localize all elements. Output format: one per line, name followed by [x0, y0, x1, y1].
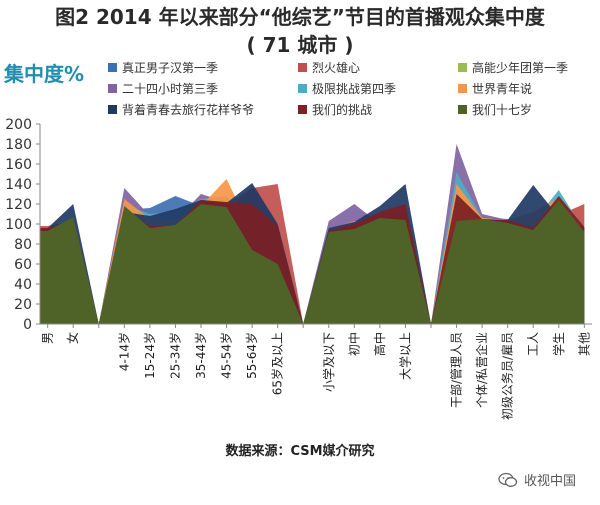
legend-item-1: 真正男子汉第一季 — [108, 60, 218, 76]
x-tick-label-12: 初中 — [346, 332, 361, 356]
legend-swatch-7 — [108, 105, 117, 114]
x-tick-label-21: 其他 — [577, 332, 591, 356]
x-tick-label-17: 个体/私营企业 — [474, 332, 489, 408]
legend-item-8: 我们的挑战 — [298, 102, 372, 118]
legend-swatch-4 — [108, 84, 117, 93]
series-9-area-group-1 — [40, 217, 99, 324]
legend-item-4: 二十四小时第三季 — [108, 81, 218, 97]
legend-label-9: 我们十七岁 — [472, 103, 533, 117]
x-tick-label-19: 工人 — [526, 332, 540, 356]
watermark-text: 收视中国 — [523, 474, 576, 489]
x-tick-label-0: 男 — [41, 332, 55, 344]
y-tick-label-200: 200 — [5, 117, 32, 133]
chart-legend: 真正男子汉第一季 烈火雄心 高能少年团第一季二十四小时第三季 极限挑战第四季 世界青年说… — [108, 60, 598, 126]
y-tick-label-120: 120 — [5, 197, 32, 213]
x-tick-label-6: 35-44岁 — [193, 332, 208, 379]
series-9-area-group-4 — [431, 200, 585, 324]
x-tick-label-14: 大学以上 — [397, 332, 412, 380]
series-9-area-group-3 — [303, 218, 431, 324]
x-tick-label-20: 学生 — [551, 332, 566, 356]
wechat-icon — [498, 472, 518, 487]
x-tick-label-18: 初级公务员/雇员 — [500, 332, 515, 420]
x-tick-label-1: 女 — [65, 332, 80, 344]
x-tick-label-5: 25-34岁 — [167, 332, 182, 379]
x-tick-label-7: 45-54岁 — [219, 332, 234, 379]
legend-label-1: 真正男子汉第一季 — [122, 61, 219, 75]
x-tick-label-11: 小学及以下 — [321, 332, 336, 392]
x-tick-label-4: 15-24岁 — [142, 332, 157, 379]
legend-swatch-5 — [298, 84, 307, 93]
y-tick-label-180: 180 — [5, 137, 32, 153]
area-chart: 0 20 40 60 80 100 120 140 160 180 200 男女 4-14岁 15-24岁… — [5, 117, 592, 420]
y-tick-label-80: 80 — [14, 237, 32, 253]
x-tick-label-9: 65岁及以上 — [270, 332, 285, 395]
x-tick-label-3: 4-14岁 — [116, 332, 131, 371]
y-tick-label-20: 20 — [14, 297, 32, 313]
y-tick-label-40: 40 — [14, 277, 32, 293]
series-9-area-group-2 — [98, 204, 304, 324]
x-tick-label-8: 55-64岁 — [244, 332, 259, 379]
legend-swatch-8 — [298, 105, 307, 114]
y-tick-label-0: 0 — [23, 317, 32, 333]
data-source-note: 数据来源：CSM媒介研究 — [225, 444, 375, 459]
legend-label-8: 我们的挑战 — [312, 103, 373, 117]
chart-title-line2: ( 71 城市 ) — [246, 33, 354, 57]
legend-item-7: 背着青春去旅行花样爷爷 — [108, 102, 254, 118]
y-axis-unit-label: 集中度% — [4, 62, 85, 86]
y-tick-label-60: 60 — [14, 257, 32, 273]
legend-label-4: 二十四小时第三季 — [122, 82, 219, 96]
legend-label-6: 世界青年说 — [472, 82, 533, 96]
y-tick-label-140: 140 — [5, 177, 32, 193]
legend-swatch-9 — [458, 105, 467, 114]
y-tick-label-160: 160 — [5, 157, 32, 173]
chart-title-line1: 图2 2014 年以来部分“他综艺”节目的首播观众集中度 — [55, 5, 545, 29]
legend-item-2: 烈火雄心 — [298, 60, 360, 76]
legend-swatch-2 — [298, 63, 307, 72]
legend-label-2: 烈火雄心 — [312, 61, 361, 75]
legend-swatch-1 — [108, 63, 117, 72]
legend-item-3: 高能少年团第一季 — [458, 60, 568, 76]
legend-swatch-3 — [458, 63, 467, 72]
legend-label-7: 背着青春去旅行花样爷爷 — [122, 103, 255, 117]
watermark: 收视中国 — [498, 470, 576, 489]
legend-item-9: 我们十七岁 — [458, 102, 532, 118]
legend-label-3: 高能少年团第一季 — [472, 61, 569, 75]
x-tick-label-13: 高中 — [372, 332, 387, 356]
y-tick-label-100: 100 — [5, 217, 32, 233]
legend-label-5: 极限挑战第四季 — [312, 82, 397, 96]
legend-item-5: 极限挑战第四季 — [298, 81, 396, 97]
x-tick-label-16: 干部/管理人员 — [449, 332, 464, 408]
legend-item-6: 世界青年说 — [458, 81, 532, 97]
legend-swatch-6 — [458, 84, 467, 93]
